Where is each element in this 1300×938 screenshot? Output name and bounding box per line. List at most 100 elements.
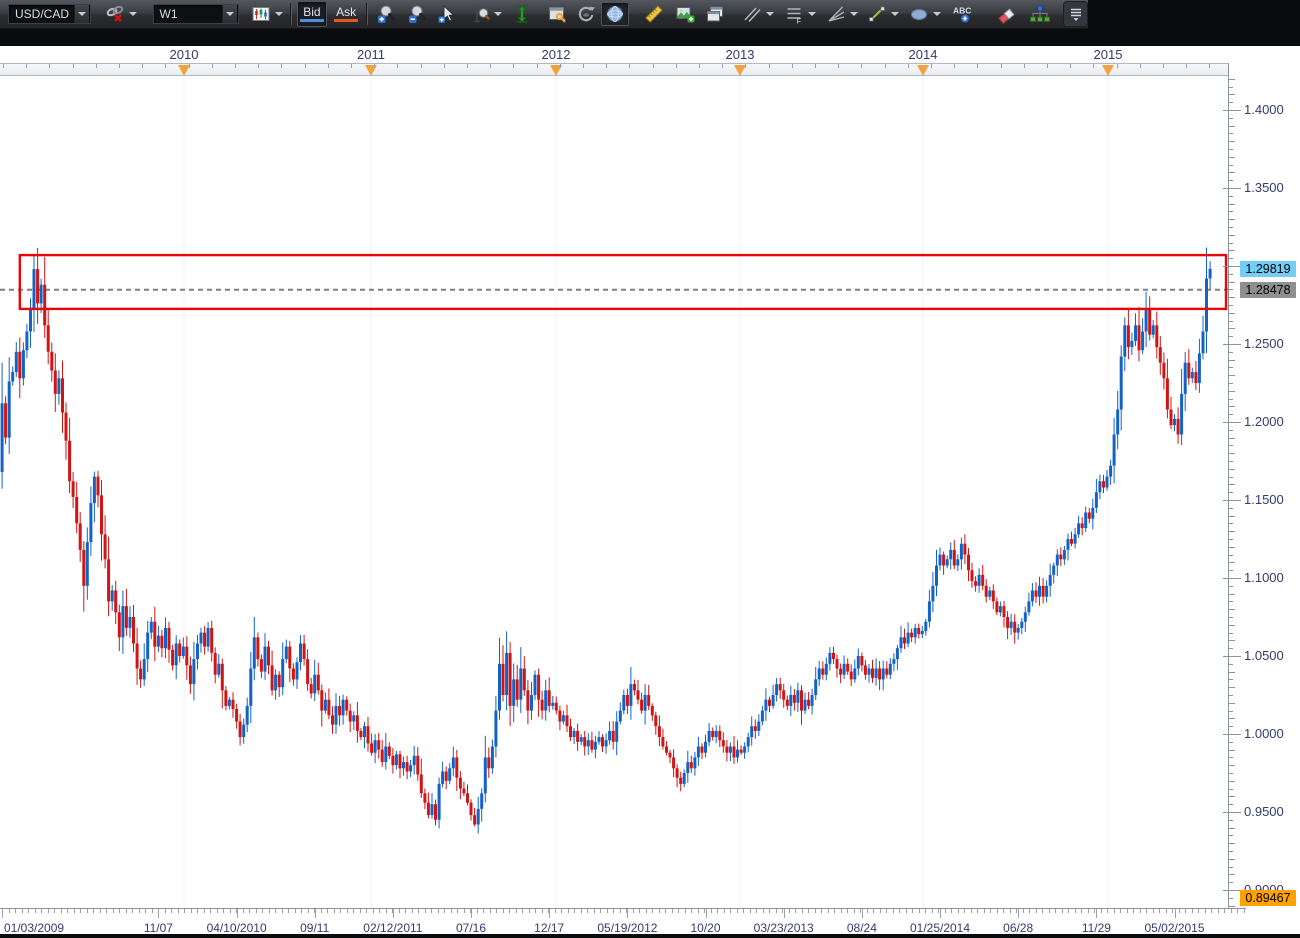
parallel-lines-tool-button[interactable] — [740, 2, 764, 26]
hierarchy-icon — [1030, 5, 1051, 22]
trendline-tool-button[interactable] — [865, 2, 889, 26]
top-ruler[interactable] — [0, 63, 1300, 76]
symbol-select[interactable]: USD/CAD — [8, 4, 91, 24]
price-axis[interactable]: 1.4000 1.3500 1.2500 1.2000 1.1500 1.1000 1.05… — [1223, 63, 1300, 921]
year-label: 2012 — [541, 47, 571, 62]
price-axis-label: 0.9500 — [1244, 804, 1284, 819]
svg-text:ABC: ABC — [953, 6, 971, 16]
chevron-down-icon[interactable] — [765, 2, 776, 26]
price-axis-label: 1.0500 — [1244, 648, 1284, 663]
date-axis-label: 12/17 — [534, 921, 565, 935]
current-price-tag: 1.29819 — [1240, 260, 1296, 277]
globe-mode-button[interactable] — [600, 2, 630, 26]
fit-vertical-scale-button[interactable] — [510, 2, 534, 26]
date-axis-label: 10/20 — [690, 921, 721, 935]
price-axis-label: 1.2500 — [1244, 336, 1284, 351]
chart-menu-button[interactable] — [1063, 1, 1089, 27]
eraser-icon — [998, 8, 1015, 24]
date-axis[interactable]: 01/03/2009 11/07 04/10/2010 09/11 02/12/2011… — [0, 921, 1300, 935]
ellipse-tool-button[interactable] — [907, 2, 931, 26]
price-axis-label: 1.1000 — [1244, 570, 1284, 585]
period-low-tag: 0.89467 — [1240, 890, 1296, 907]
fibonacci-tool-button[interactable]: F — [782, 2, 806, 26]
zoom-in-icon — [378, 5, 396, 23]
eraser-tool-button[interactable] — [993, 2, 1019, 26]
year-label: 2015 — [1093, 47, 1123, 62]
date-axis-label: 01/03/2009 — [4, 921, 65, 935]
chevron-down-icon[interactable] — [806, 2, 817, 26]
window-properties-icon — [549, 7, 567, 23]
zoom-out-button[interactable] — [403, 2, 429, 26]
ruler-tool-button[interactable] — [641, 2, 667, 26]
year-marker-icon — [1102, 65, 1114, 76]
reference-price-tag: 1.28478 — [1240, 281, 1296, 298]
year-label: 2014 — [908, 47, 938, 62]
menu-list-icon — [1070, 8, 1081, 21]
ellipse-icon — [911, 9, 928, 20]
date-axis-label: 08/24 — [846, 921, 877, 935]
bid-toggle-button[interactable]: Bid — [296, 1, 328, 27]
arrange-windows-button[interactable] — [702, 2, 728, 26]
date-axis-label: 11/07 — [143, 921, 173, 935]
chevron-down-icon[interactable] — [492, 2, 503, 26]
date-axis-label: 04/10/2010 — [206, 921, 267, 935]
chart-type-button[interactable] — [249, 2, 273, 26]
price-axis-label: 1.1500 — [1244, 492, 1284, 507]
period-select[interactable]: W1 — [152, 4, 240, 24]
svg-text:F: F — [797, 17, 802, 25]
chevron-down-icon[interactable] — [931, 2, 942, 26]
candlestick-chart[interactable] — [0, 76, 1228, 908]
symbol-value: USD/CAD — [15, 7, 70, 21]
chart-properties-button[interactable] — [544, 2, 570, 26]
date-axis-label: 11/29 — [1081, 921, 1111, 935]
chevron-down-icon[interactable] — [890, 2, 901, 26]
cursor-add-icon — [438, 4, 455, 23]
date-axis-label: 09/11 — [300, 921, 330, 935]
globe-icon — [606, 6, 623, 22]
chevron-down-icon[interactable] — [73, 5, 89, 23]
zoom-in-button[interactable] — [373, 2, 399, 26]
date-axis-label: 03/23/2013 — [753, 921, 814, 935]
vertical-zoom-button[interactable] — [468, 2, 492, 26]
parallel-lines-icon — [744, 7, 761, 23]
chevron-down-icon[interactable] — [222, 5, 238, 23]
top-time-axis[interactable]: 2010 2011 2012 2013 2014 2015 — [0, 46, 1300, 63]
year-label: 2011 — [357, 47, 385, 62]
resistance-zone-rectangle — [18, 253, 1228, 311]
chart-window: 2010 2011 2012 2013 2014 2015 1.4000 1.3500 1.2… — [0, 46, 1300, 935]
fan-lines-tool-button[interactable] — [824, 2, 848, 26]
fibonacci-levels-icon: F — [787, 8, 802, 25]
fan-lines-icon — [828, 6, 845, 22]
ask-label: Ask — [336, 5, 357, 19]
chevron-down-icon[interactable] — [127, 2, 138, 26]
bottom-ruler[interactable] — [0, 908, 1246, 921]
unlink-symbol-button[interactable] — [103, 2, 127, 26]
year-marker-icon — [917, 65, 929, 76]
price-axis-label: 1.3500 — [1244, 180, 1284, 195]
cascade-windows-icon — [706, 6, 723, 22]
text-tool-icon: ABC — [953, 6, 971, 23]
ask-toggle-button[interactable]: Ask — [331, 1, 361, 27]
strategy-tree-button[interactable] — [1027, 2, 1053, 26]
price-axis-label: 1.4000 — [1244, 102, 1284, 117]
year-label: 2013 — [725, 47, 755, 62]
year-label: 2010 — [169, 47, 199, 62]
year-marker-icon — [734, 65, 746, 76]
pointer-mode-button[interactable] — [434, 2, 460, 26]
bid-label: Bid — [303, 5, 321, 19]
toolbar: USD/CAD W1 Bid — [0, 0, 1089, 29]
year-marker-icon — [178, 65, 190, 76]
price-axis-label: 1.2000 — [1244, 414, 1284, 429]
chevron-down-icon[interactable] — [848, 2, 859, 26]
refresh-view-button[interactable] — [573, 2, 599, 26]
chevron-down-icon[interactable] — [274, 2, 285, 26]
rotate-view-icon — [578, 6, 595, 22]
ask-underline — [334, 19, 359, 22]
date-axis-label: 05/19/2012 — [597, 921, 658, 935]
text-tool-button[interactable]: ABC — [951, 2, 979, 26]
vertical-fit-icon — [516, 5, 528, 23]
period-value: W1 — [159, 7, 178, 21]
add-image-button[interactable] — [671, 2, 697, 26]
toolbar-separator — [366, 3, 369, 25]
